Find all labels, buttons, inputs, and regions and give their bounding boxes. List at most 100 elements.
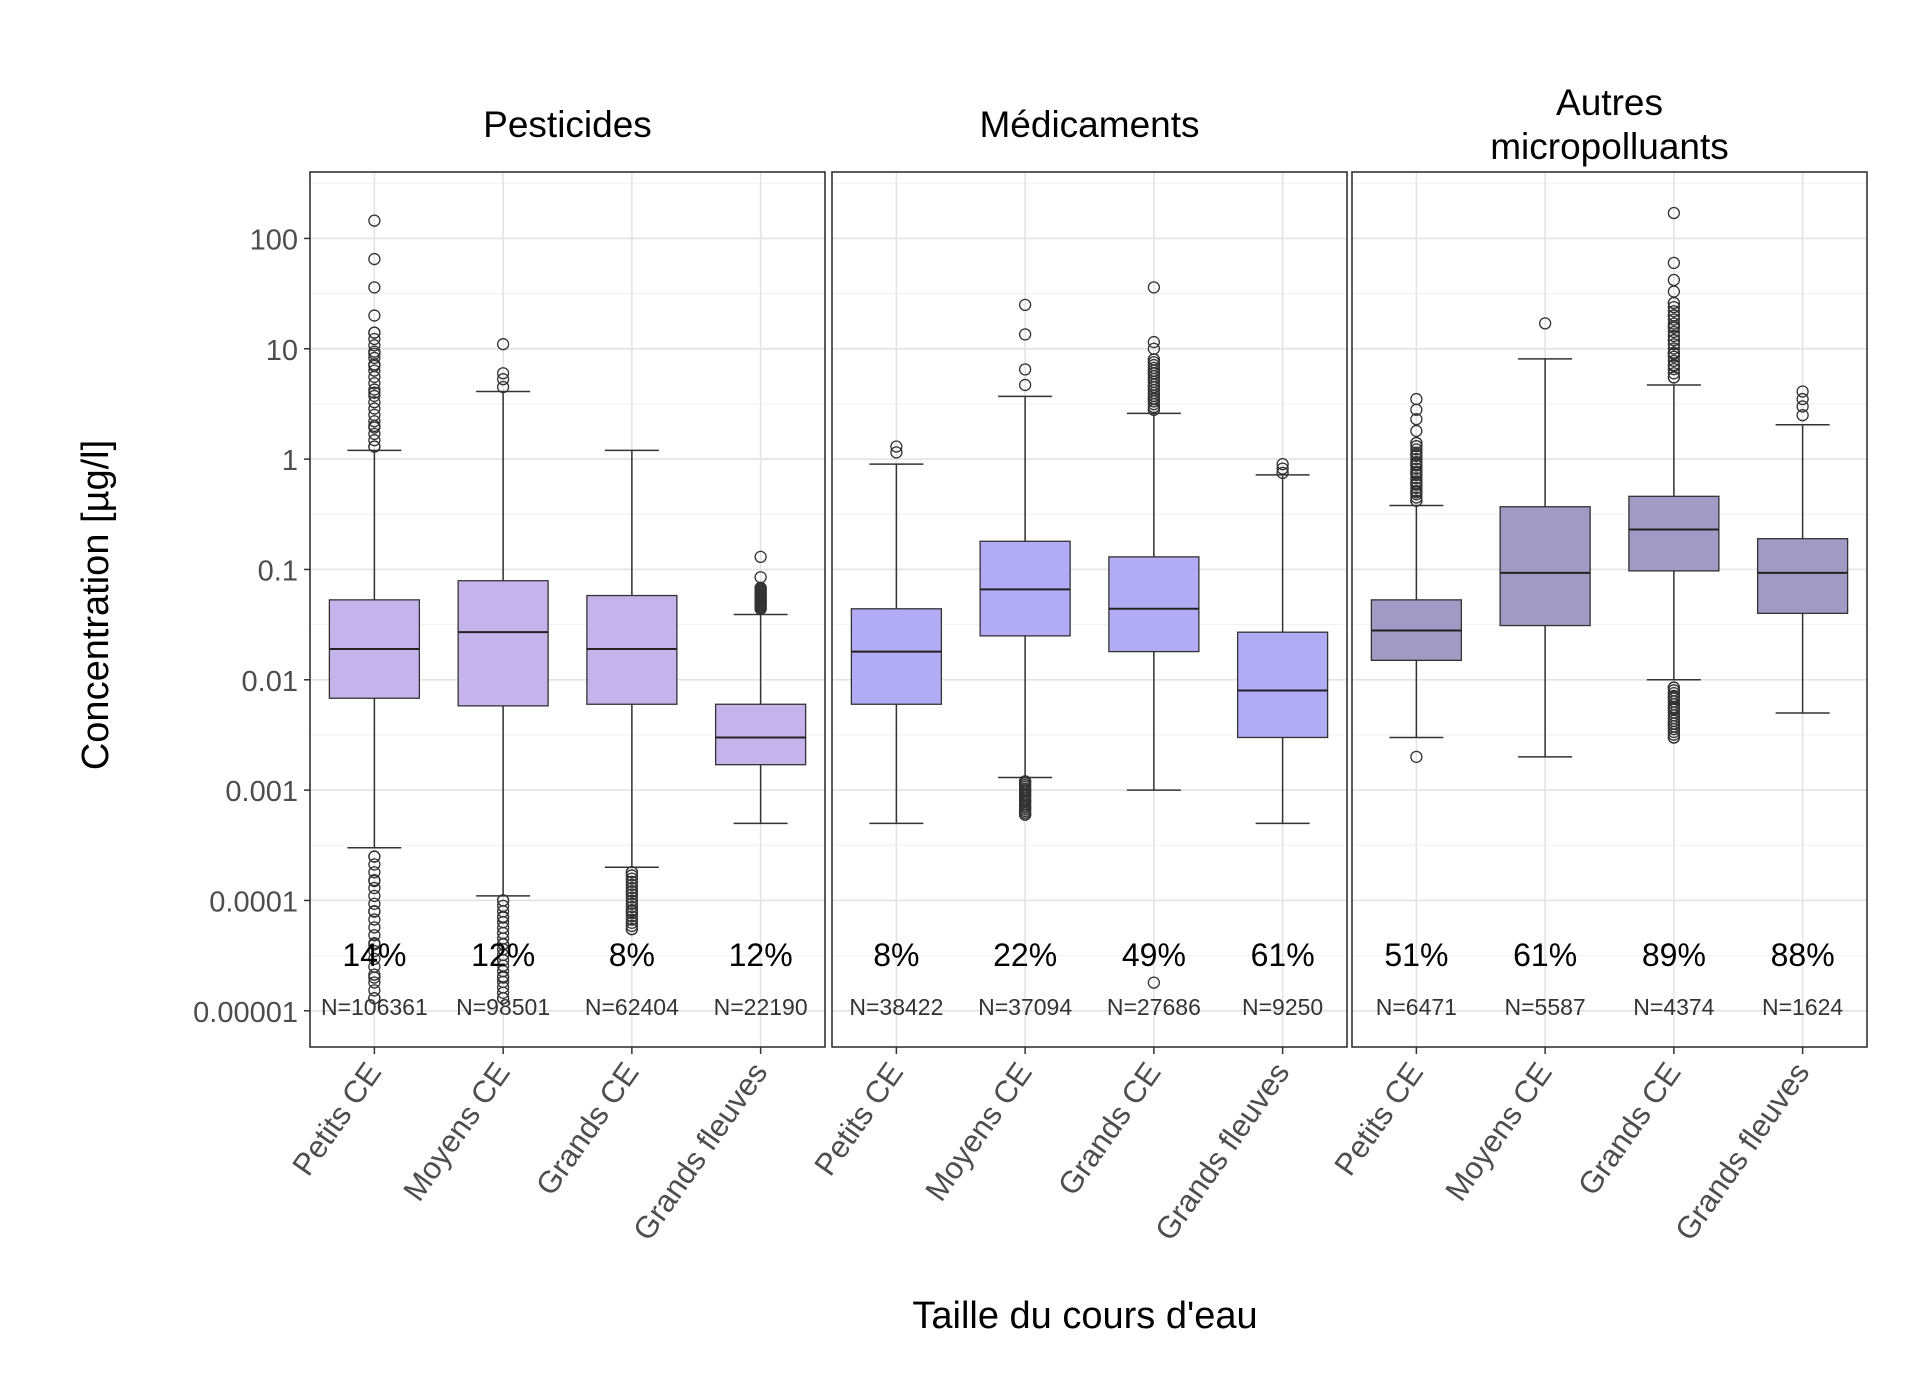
outlier-cluster-point bbox=[368, 976, 381, 989]
outlier-cluster-point bbox=[368, 889, 381, 903]
x-tick-label: Moyens CE bbox=[918, 1056, 1039, 1207]
outlier-cluster-point bbox=[368, 921, 381, 934]
outlier-cluster-point bbox=[625, 907, 639, 920]
outlier-point bbox=[1018, 363, 1032, 376]
outlier-point bbox=[1410, 413, 1423, 426]
outlier-cluster-point bbox=[368, 408, 381, 422]
outlier-point bbox=[368, 281, 381, 294]
n-label: N=22190 bbox=[714, 994, 808, 1020]
outlier-cluster-point bbox=[1667, 371, 1681, 384]
box-grands-ce: 89% N=4374 Grands CE bbox=[1571, 206, 1720, 1202]
percent-label: 14% bbox=[342, 937, 406, 973]
outlier-cluster-point bbox=[368, 897, 381, 910]
outlier-cluster-point bbox=[1667, 681, 1681, 694]
outlier-point bbox=[754, 550, 767, 564]
percent-label: 61% bbox=[1251, 937, 1315, 973]
outlier-cluster-point bbox=[368, 358, 381, 371]
y-tick-label: 100 bbox=[250, 224, 298, 256]
y-tick-label: 0.00001 bbox=[193, 997, 298, 1029]
outlier-cluster-point bbox=[368, 383, 381, 396]
n-label: N=98501 bbox=[456, 994, 550, 1020]
y-tick-label: 0.001 bbox=[225, 776, 298, 808]
n-label: N=27686 bbox=[1107, 994, 1201, 1020]
x-axis-title: Taille du cours d'eau bbox=[912, 1295, 1257, 1337]
x-tick-label: Petits CE bbox=[1327, 1056, 1430, 1182]
outlier-cluster-point bbox=[368, 929, 381, 942]
outlier-cluster-point bbox=[625, 878, 639, 892]
outlier-cluster-point bbox=[1667, 317, 1681, 330]
x-tick-label: Petits CE bbox=[285, 1056, 388, 1182]
outlier-point bbox=[496, 338, 510, 351]
panel-2: Médicaments 8% N=38422 Petits CE 22% N=37094 M… bbox=[807, 104, 1348, 1247]
x-tick-label: Grands fleuves bbox=[626, 1056, 774, 1247]
panel-title: Médicaments bbox=[979, 104, 1199, 145]
outlier-point bbox=[1147, 335, 1161, 349]
outlier-cluster-point bbox=[1667, 346, 1681, 359]
n-label: N=9250 bbox=[1242, 994, 1323, 1020]
outlier-cluster-point bbox=[625, 891, 639, 904]
outlier-cluster-point bbox=[625, 904, 639, 917]
outlier-cluster-point bbox=[1410, 443, 1423, 456]
outlier-cluster-point bbox=[1410, 494, 1423, 507]
outlier-point bbox=[1018, 378, 1032, 392]
outlier-cluster-point bbox=[625, 900, 639, 914]
outlier-point bbox=[1410, 424, 1423, 438]
outlier-point bbox=[1538, 317, 1552, 330]
outlier-cluster-point bbox=[625, 919, 639, 933]
outlier-point bbox=[890, 446, 903, 459]
outlier-cluster-point bbox=[1410, 484, 1423, 498]
outlier-cluster-point bbox=[368, 866, 381, 879]
percent-label: 12% bbox=[471, 937, 535, 973]
outlier-point bbox=[1018, 328, 1032, 341]
outlier-cluster-point bbox=[368, 960, 381, 973]
outlier-cluster-point bbox=[368, 440, 381, 453]
outlier-point bbox=[368, 309, 381, 322]
outlier-point bbox=[368, 386, 381, 399]
outlier-point bbox=[1276, 458, 1289, 471]
percent-label: 51% bbox=[1384, 937, 1448, 973]
box-moyens-ce: 61% N=5587 Moyens CE bbox=[1438, 317, 1591, 1207]
outlier-point bbox=[1410, 392, 1423, 406]
outlier-cluster-point bbox=[368, 992, 381, 1005]
outlier-cluster-point bbox=[1410, 436, 1423, 450]
percent-label: 8% bbox=[609, 937, 655, 973]
outlier-cluster-point bbox=[1410, 481, 1423, 495]
outlier-cluster-point bbox=[368, 364, 381, 377]
outlier-cluster-point bbox=[1410, 459, 1423, 472]
outlier-cluster-point bbox=[368, 968, 381, 981]
outlier-cluster-point bbox=[368, 952, 381, 966]
outlier-point bbox=[890, 440, 903, 453]
iqr-box bbox=[714, 703, 807, 766]
outlier-cluster-point bbox=[1667, 334, 1681, 347]
box-moyens-ce: 22% N=37094 Moyens CE bbox=[918, 298, 1072, 1207]
outlier-cluster-point bbox=[1410, 456, 1423, 469]
outlier-cluster-point bbox=[368, 326, 381, 339]
outlier-point bbox=[1796, 392, 1809, 406]
outlier-point bbox=[1147, 281, 1161, 294]
outlier-cluster-point bbox=[1667, 684, 1681, 697]
outlier-cluster-point bbox=[1667, 338, 1681, 351]
outlier-cluster-point bbox=[368, 874, 381, 887]
outlier-point bbox=[496, 380, 510, 394]
box-grands-ce: 49% N=27686 Grands CE bbox=[1051, 281, 1201, 1202]
outlier-cluster-point bbox=[1410, 452, 1423, 466]
iqr-box bbox=[1108, 556, 1200, 653]
y-axis-title: Concentration [µg/l] bbox=[75, 440, 117, 770]
outlier-cluster-point bbox=[1667, 367, 1681, 380]
outlier-cluster-point bbox=[625, 885, 639, 898]
outlier-cluster-point bbox=[625, 913, 639, 926]
outlier-cluster-point bbox=[1667, 325, 1681, 339]
n-label: N=5587 bbox=[1505, 994, 1586, 1020]
outlier-cluster-point bbox=[625, 897, 639, 910]
outlier-cluster-point bbox=[368, 936, 381, 950]
outlier-point bbox=[1796, 400, 1809, 413]
outlier-point bbox=[368, 214, 381, 227]
x-tick-label: Grands CE bbox=[1571, 1056, 1688, 1202]
outlier-cluster-point bbox=[368, 339, 381, 352]
y-tick-label: 0.0001 bbox=[209, 886, 298, 918]
percent-label: 49% bbox=[1122, 937, 1186, 973]
outlier-cluster-point bbox=[1667, 313, 1681, 326]
outlier-point bbox=[1410, 750, 1423, 764]
iqr-box bbox=[1499, 506, 1591, 627]
